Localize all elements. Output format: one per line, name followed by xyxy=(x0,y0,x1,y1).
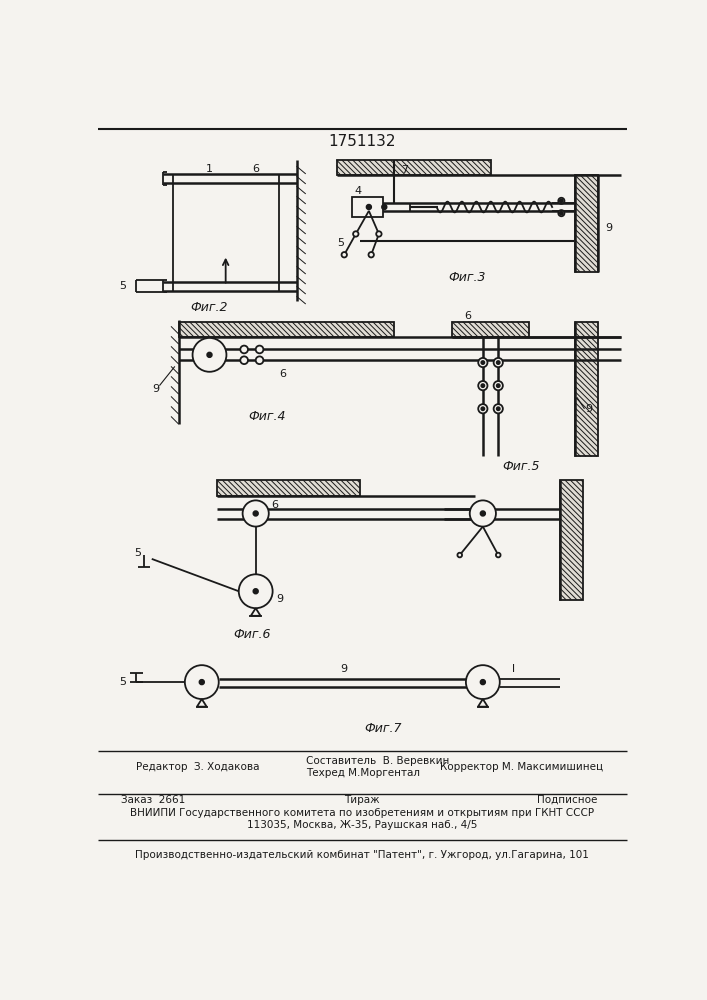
Text: Производственно-издательский комбинат "Патент", г. Ужгород, ул.Гагарина, 101: Производственно-издательский комбинат "П… xyxy=(135,850,589,860)
Text: Корректор М. Максимишинец: Корректор М. Максимишинец xyxy=(440,762,603,772)
Text: 6: 6 xyxy=(252,164,259,174)
Text: Подписное: Подписное xyxy=(537,795,597,805)
Circle shape xyxy=(366,205,371,209)
Text: 1: 1 xyxy=(206,164,213,174)
Bar xyxy=(452,322,529,337)
Circle shape xyxy=(207,353,212,357)
Text: 6: 6 xyxy=(271,500,279,510)
Text: Тираж: Тираж xyxy=(344,795,380,805)
Circle shape xyxy=(481,361,484,364)
Bar xyxy=(575,175,598,272)
Circle shape xyxy=(457,553,462,557)
Circle shape xyxy=(253,589,258,594)
Text: 6: 6 xyxy=(279,369,286,379)
Text: Составитель  В. Веревкин: Составитель В. Веревкин xyxy=(305,756,449,766)
Text: Фиг.4: Фиг.4 xyxy=(248,410,286,423)
Circle shape xyxy=(199,680,204,684)
Text: Техред М.Моргентал: Техред М.Моргентал xyxy=(305,768,420,778)
Circle shape xyxy=(560,212,563,215)
Circle shape xyxy=(478,358,487,367)
Circle shape xyxy=(478,404,487,413)
Text: 9: 9 xyxy=(606,223,613,233)
Circle shape xyxy=(478,381,487,390)
Text: 9: 9 xyxy=(585,404,592,414)
Circle shape xyxy=(341,252,347,257)
Circle shape xyxy=(481,384,484,387)
Text: 4: 4 xyxy=(354,186,362,196)
Text: 9: 9 xyxy=(276,594,283,604)
Circle shape xyxy=(192,338,226,372)
Circle shape xyxy=(481,511,485,516)
Circle shape xyxy=(469,500,496,527)
Text: 1751132: 1751132 xyxy=(328,134,396,149)
Circle shape xyxy=(493,381,503,390)
Bar xyxy=(337,160,491,175)
Text: 5: 5 xyxy=(119,281,126,291)
Circle shape xyxy=(240,356,248,364)
Circle shape xyxy=(481,680,485,684)
Bar xyxy=(217,480,360,496)
Text: 5: 5 xyxy=(134,548,141,558)
Circle shape xyxy=(560,199,563,202)
Text: Фиг.6: Фиг.6 xyxy=(233,628,271,641)
Circle shape xyxy=(256,346,264,353)
Text: 7: 7 xyxy=(401,165,408,175)
Text: 6: 6 xyxy=(464,311,471,321)
Text: Фиг.5: Фиг.5 xyxy=(503,460,540,473)
Circle shape xyxy=(239,574,273,608)
Bar xyxy=(352,197,382,217)
Bar xyxy=(179,322,395,337)
Circle shape xyxy=(376,231,382,237)
Circle shape xyxy=(256,356,264,364)
Text: 113035, Москва, Ж-35, Раушская наб., 4/5: 113035, Москва, Ж-35, Раушская наб., 4/5 xyxy=(247,820,477,830)
Text: Заказ  2661: Заказ 2661 xyxy=(121,795,185,805)
Text: Фиг.7: Фиг.7 xyxy=(364,722,402,735)
Circle shape xyxy=(497,384,500,387)
Circle shape xyxy=(368,252,374,257)
Circle shape xyxy=(493,404,503,413)
Bar xyxy=(560,480,583,600)
Text: 5: 5 xyxy=(338,238,345,248)
Circle shape xyxy=(243,500,269,527)
Text: 9: 9 xyxy=(341,664,348,674)
Text: Фиг.2: Фиг.2 xyxy=(191,301,228,314)
Circle shape xyxy=(497,361,500,364)
Text: 5: 5 xyxy=(119,677,126,687)
Text: l: l xyxy=(512,664,515,674)
Circle shape xyxy=(497,407,500,410)
Circle shape xyxy=(466,665,500,699)
Circle shape xyxy=(559,198,564,204)
Circle shape xyxy=(382,205,387,209)
Text: Редактор  З. Ходакова: Редактор З. Ходакова xyxy=(136,762,260,772)
Circle shape xyxy=(185,665,218,699)
Circle shape xyxy=(493,358,503,367)
Bar xyxy=(575,322,598,456)
Circle shape xyxy=(496,553,501,557)
Circle shape xyxy=(481,407,484,410)
Text: 9: 9 xyxy=(152,384,159,394)
Circle shape xyxy=(353,231,358,237)
Text: Фиг.3: Фиг.3 xyxy=(449,271,486,284)
Circle shape xyxy=(253,511,258,516)
Text: ВНИИПИ Государственного комитета по изобретениям и открытиям при ГКНТ СССР: ВНИИПИ Государственного комитета по изоб… xyxy=(130,808,594,818)
Circle shape xyxy=(240,346,248,353)
Circle shape xyxy=(559,210,564,216)
